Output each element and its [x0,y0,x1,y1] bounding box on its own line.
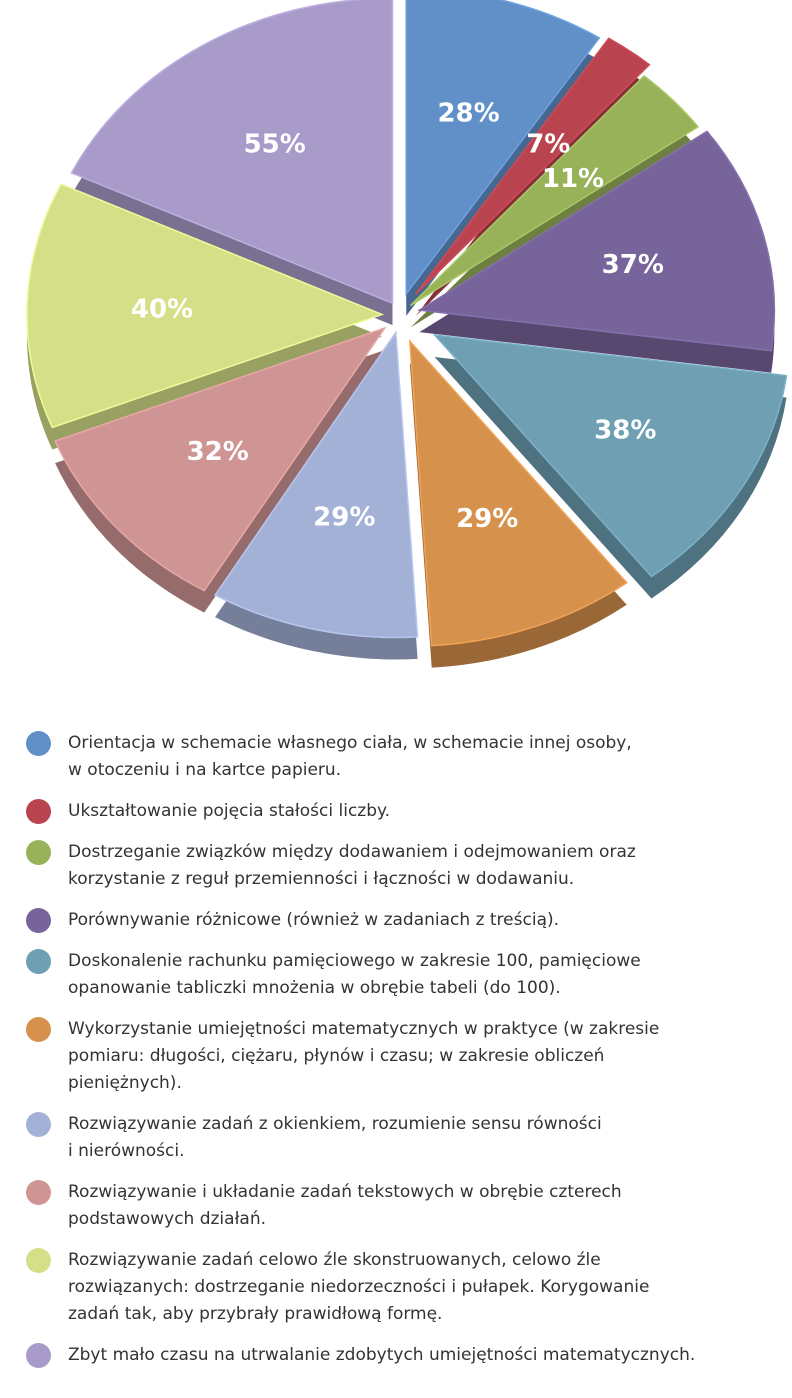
slice-label-4: 37% [602,250,664,280]
legend-item-9: Rozwiązywanie zadań celowo źle skonstruo… [26,1247,766,1328]
legend-label-8: Rozwiązywanie i układanie zadań tekstowy… [68,1182,622,1229]
legend-item-5: Doskonalenie rachunku pamięciowego w zak… [26,948,766,1002]
slice-label-2: 7% [526,129,570,159]
pie-slice-2 [415,37,651,295]
slice-label-5: 38% [594,416,656,446]
legend-item-1: Orientacja w schemacie własnego ciała, w… [26,730,766,784]
pie-slice-10 [70,0,394,305]
pie-slice-9 [26,183,385,429]
pie-slice-5 [432,334,788,578]
legend-swatch-4 [26,908,51,933]
legend-swatch-9 [26,1248,51,1273]
legend-label-10: Zbyt mało czasu na utrwalanie zdobytych … [68,1345,696,1365]
slice-label-9: 40% [131,295,193,325]
legend-item-7: Rozwiązywanie zadań z okienkiem, rozumie… [26,1111,766,1165]
pie-slice-1 [405,0,601,297]
legend-label-7: Rozwiązywanie zadań z okienkiem, rozumie… [68,1114,602,1161]
legend-item-6: Wykorzystanie umiejętności matematycznyc… [26,1016,766,1097]
legend-item-10: Zbyt mało czasu na utrwalanie zdobytych … [26,1342,766,1369]
legend-item-4: Porównywanie różnicowe (również w zadani… [26,907,766,934]
legend-swatch-10 [26,1343,51,1368]
pie-slice-3 [409,75,700,307]
legend-swatch-7 [26,1112,51,1137]
slice-label-1: 28% [437,99,499,129]
legend-label-3: Dostrzeganie związków między dodawaniem … [68,842,636,889]
legend-item-8: Rozwiązywanie i układanie zadań tekstowy… [26,1179,766,1233]
legend-item-3: Dostrzeganie związków między dodawaniem … [26,839,766,893]
slice-label-6: 29% [456,504,518,534]
slice-label-10: 55% [244,129,306,159]
slice-label-3: 11% [542,164,604,194]
legend-swatch-3 [26,840,51,865]
legend-label-2: Ukształtowanie pojęcia stałości liczby. [68,801,391,821]
legend-label-1: Orientacja w schemacie własnego ciała, w… [68,733,632,780]
legend-label-5: Doskonalenie rachunku pamięciowego w zak… [68,951,641,998]
legend-swatch-8 [26,1180,51,1205]
slice-label-7: 29% [313,502,375,532]
pie-slice-4 [417,130,776,352]
legend-label-6: Wykorzystanie umiejętności matematycznyc… [68,1019,660,1093]
legend-item-2: Ukształtowanie pojęcia stałości liczby. [26,798,766,825]
pie-slice-8 [54,326,387,592]
legend-swatch-6 [26,1017,51,1042]
slice-label-8: 32% [187,437,249,467]
pie-slice-7 [213,330,419,639]
legend: Orientacja w schemacie własnego ciała, w… [26,730,766,1369]
legend-label-9: Rozwiązywanie zadań celowo źle skonstruo… [68,1250,650,1324]
legend-swatch-2 [26,799,51,824]
pie-chart-svg: 28% 7% 11% 37% 38% 29% 29% 32% 40% 55% [26,0,788,668]
legend-label-4: Porównywanie różnicowe (również w zadani… [68,910,560,930]
pie-chart: 28% 7% 11% 37% 38% 29% 29% 32% 40% 55% [0,0,792,680]
legend-swatch-5 [26,949,51,974]
legend-swatch-1 [26,731,51,756]
pie-slice-6 [408,339,628,647]
